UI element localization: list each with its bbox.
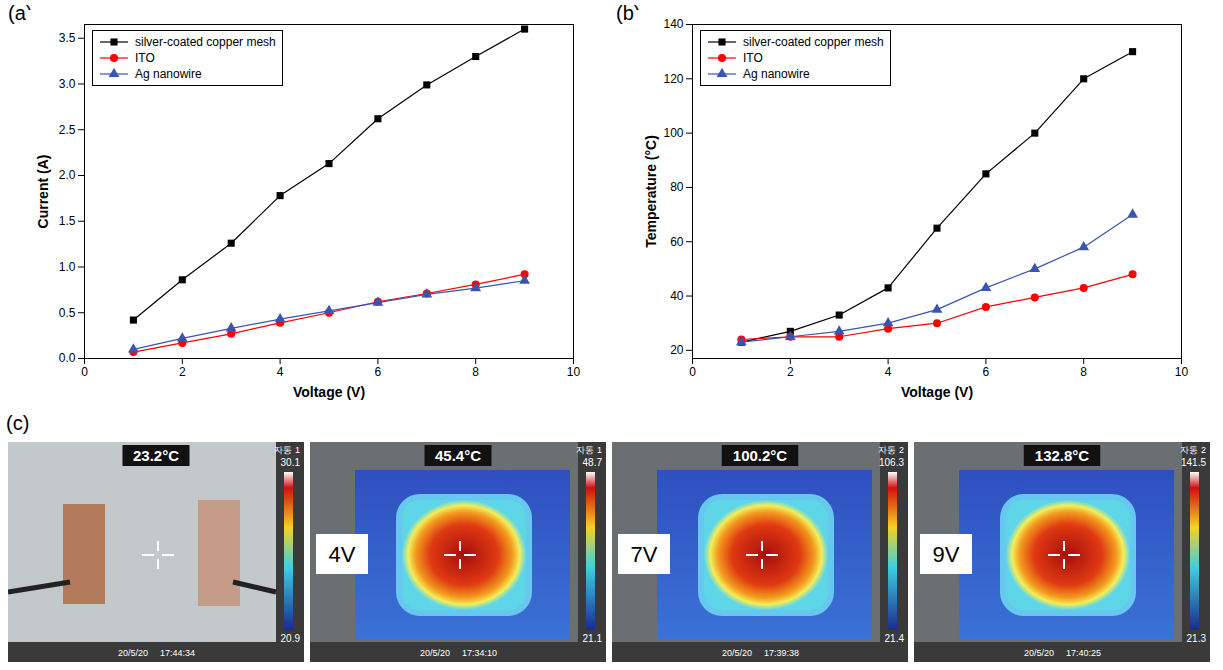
- svg-text:21.1: 21.1: [583, 633, 603, 644]
- html-text:silver-coated copper mesh: silver-coated copper mesh: [135, 35, 276, 49]
- svg-text:100.2°C: 100.2°C: [733, 447, 788, 464]
- html-text:ITO: ITO: [743, 51, 763, 65]
- svg-text:0.5: 0.5: [59, 306, 76, 320]
- svg-text:자동 1: 자동 1: [274, 445, 300, 455]
- svg-text:120: 120: [663, 72, 683, 86]
- svg-text:20.9: 20.9: [281, 633, 301, 644]
- svg-text:17:44:34: 17:44:34: [160, 648, 195, 658]
- svg-text:140: 140: [663, 17, 683, 31]
- svg-text:20/5/20: 20/5/20: [1024, 648, 1054, 658]
- svg-text:2: 2: [179, 365, 186, 379]
- svg-text:40: 40: [670, 289, 684, 303]
- svg-text:21.3: 21.3: [1187, 633, 1207, 644]
- svg-text:132.8°C: 132.8°C: [1035, 447, 1090, 464]
- svg-text:4: 4: [885, 365, 892, 379]
- svg-text:17:34:10: 17:34:10: [462, 648, 497, 658]
- svg-text:4: 4: [277, 365, 284, 379]
- svg-text:2.5: 2.5: [59, 123, 76, 137]
- svg-text:6: 6: [983, 365, 990, 379]
- html-text:(b): (b): [616, 2, 641, 24]
- html-text:Ag nanowire: Ag nanowire: [743, 67, 810, 81]
- svg-text:3.0: 3.0: [59, 77, 76, 91]
- svg-text:9V: 9V: [933, 542, 960, 567]
- svg-text:Voltage (V): Voltage (V): [293, 384, 365, 400]
- svg-text:20: 20: [670, 343, 684, 357]
- svg-text:20/5/20: 20/5/20: [420, 648, 450, 658]
- svg-text:100: 100: [663, 126, 683, 140]
- svg-text:2: 2: [787, 365, 794, 379]
- html-text:Ag nanowire: Ag nanowire: [135, 67, 202, 81]
- svg-text:0.0: 0.0: [59, 351, 76, 365]
- svg-text:106.3: 106.3: [879, 457, 904, 468]
- svg-text:8: 8: [1080, 365, 1087, 379]
- svg-text:자동 2: 자동 2: [1180, 445, 1206, 455]
- svg-text:Temperature (°C): Temperature (°C): [643, 135, 659, 248]
- svg-text:30.1: 30.1: [281, 457, 301, 468]
- svg-text:자동 2: 자동 2: [878, 445, 904, 455]
- html-text:(c): (c): [6, 412, 30, 434]
- svg-text:10: 10: [1175, 365, 1189, 379]
- svg-text:6: 6: [375, 365, 382, 379]
- svg-text:1.5: 1.5: [59, 214, 76, 228]
- svg-text:21.4: 21.4: [885, 633, 905, 644]
- svg-text:자동 1: 자동 1: [576, 445, 602, 455]
- svg-text:10: 10: [567, 365, 581, 379]
- svg-text:2.0: 2.0: [59, 168, 76, 182]
- html-text:(a): (a): [8, 2, 33, 24]
- html-text:silver-coated copper mesh: silver-coated copper mesh: [743, 35, 884, 49]
- svg-text:4V: 4V: [329, 542, 356, 567]
- svg-text:0: 0: [81, 365, 88, 379]
- svg-text:3.5: 3.5: [59, 31, 76, 45]
- svg-text:48.7: 48.7: [583, 457, 603, 468]
- svg-text:8: 8: [472, 365, 479, 379]
- svg-text:141.5: 141.5: [1181, 457, 1206, 468]
- svg-text:7V: 7V: [631, 542, 658, 567]
- svg-text:17:40:25: 17:40:25: [1066, 648, 1101, 658]
- svg-text:20/5/20: 20/5/20: [722, 648, 752, 658]
- svg-text:80: 80: [670, 180, 684, 194]
- html-text:ITO: ITO: [135, 51, 155, 65]
- svg-text:1.0: 1.0: [59, 260, 76, 274]
- svg-text:23.2°C: 23.2°C: [133, 447, 179, 464]
- svg-text:17:39:38: 17:39:38: [764, 648, 799, 658]
- svg-text:20/5/20: 20/5/20: [118, 648, 148, 658]
- svg-text:Voltage (V): Voltage (V): [901, 384, 973, 400]
- svg-text:0: 0: [689, 365, 696, 379]
- svg-text:45.4°C: 45.4°C: [435, 447, 481, 464]
- svg-text:60: 60: [670, 235, 684, 249]
- svg-text:Current (A): Current (A): [35, 155, 51, 229]
